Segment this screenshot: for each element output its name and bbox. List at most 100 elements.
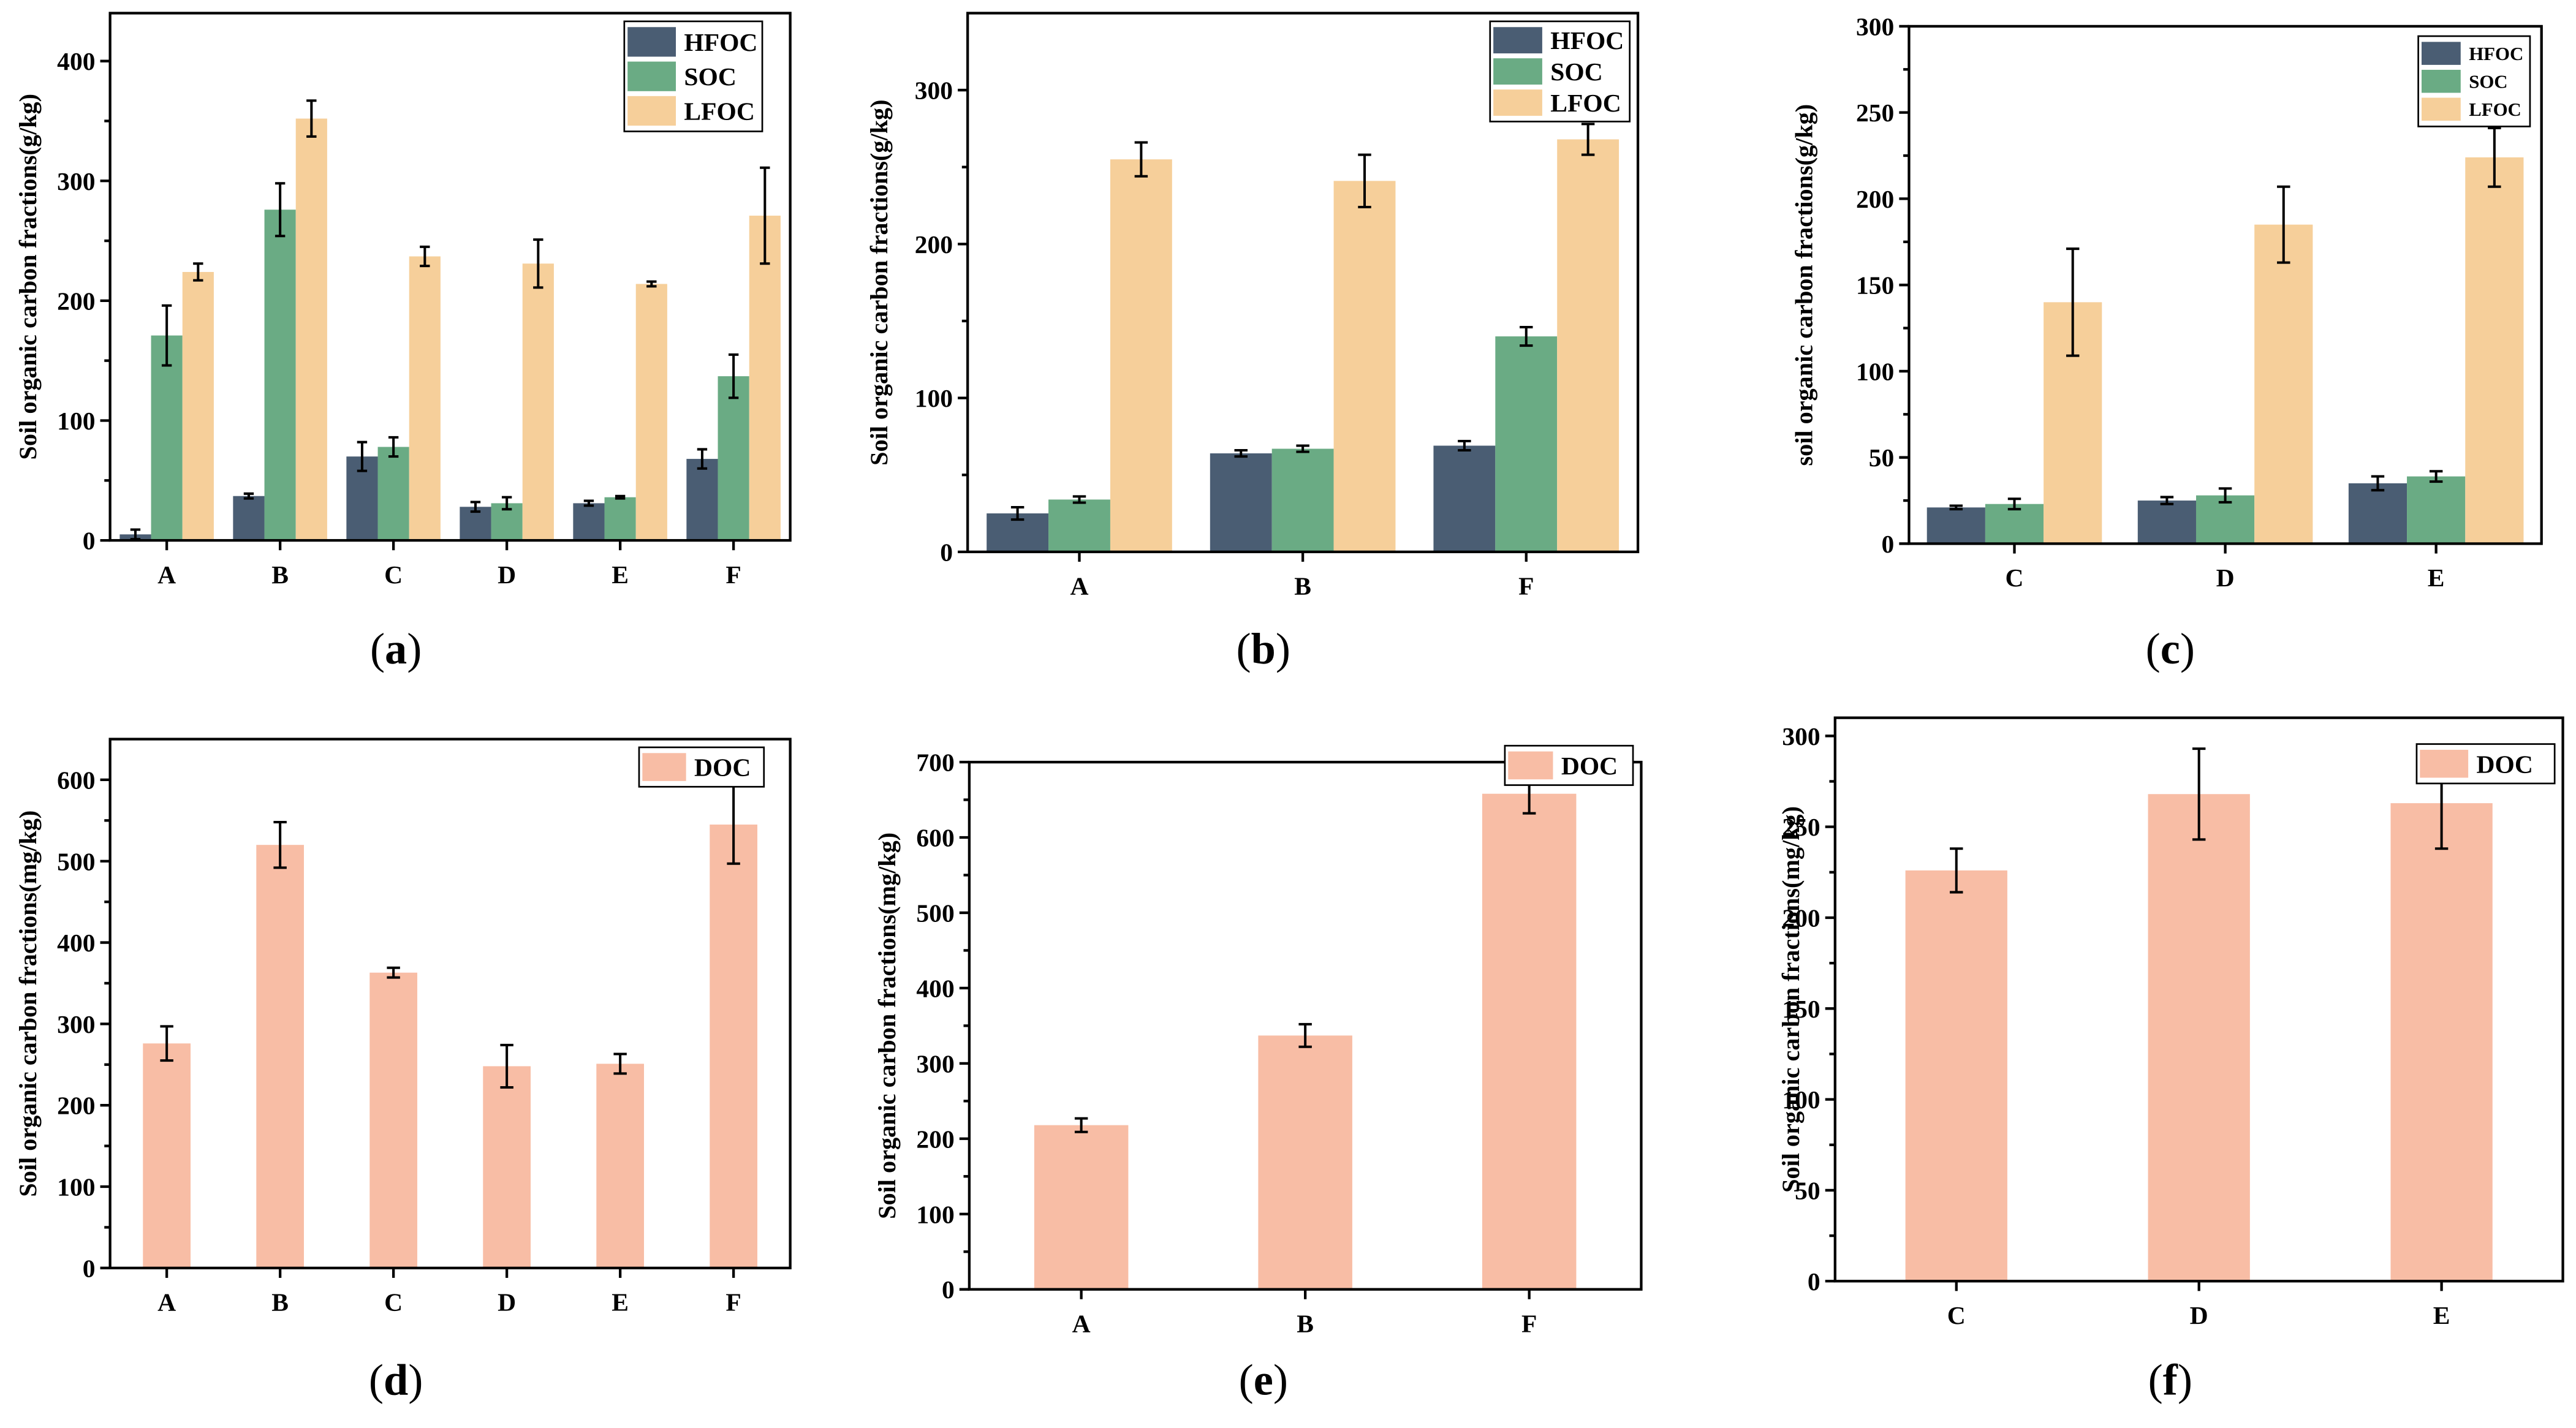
legend-label-HFOC: HFOC <box>1550 26 1624 55</box>
panel-label-letter: b <box>1251 624 1276 673</box>
bar-SOC-F <box>718 376 749 541</box>
plot-frame <box>108 738 792 1269</box>
y-axis-title: Soil organic carbon fractions(mg/kg) <box>14 810 42 1197</box>
error-bar-SOC-B <box>275 182 286 238</box>
error-bar-LFOC-F <box>760 166 770 265</box>
panel-label-close: ) <box>1273 1354 1288 1404</box>
bar-DOC-B <box>1258 1035 1352 1290</box>
legend: HFOC SOC LFOC <box>2417 35 2531 127</box>
bar-HFOC-C <box>1926 507 1985 544</box>
y-tick-label: 0 <box>83 527 96 555</box>
panel-label-letter: e <box>1254 1354 1273 1404</box>
x-tick-label: C <box>2005 564 2023 592</box>
chart-panel-a: 0 100 200 300 400 A B C D E F Soil organic carbon f… <box>14 12 792 673</box>
legend-swatch-HFOC <box>627 27 676 57</box>
y-tick-label: 600 <box>57 766 95 794</box>
bar-LFOC-C <box>409 256 441 541</box>
error-bar-DOC-D <box>500 1043 513 1089</box>
bar-LFOC-F <box>749 216 781 541</box>
legend-label-HFOC: HFOC <box>2469 43 2523 64</box>
x-tick-label: C <box>384 1288 403 1317</box>
y-tick-label: 0 <box>1882 530 1895 558</box>
bar-DOC-B <box>256 845 304 1268</box>
plot-frame <box>108 12 792 542</box>
y-tick-label: 300 <box>915 77 953 105</box>
legend-swatch-LFOC <box>2421 97 2461 121</box>
error-bar-DOC-B <box>273 820 287 869</box>
error-bar-SOC-C <box>388 436 399 458</box>
x-tick-label: B <box>271 561 289 589</box>
y-tick-label: 100 <box>915 384 953 412</box>
y-tick-label: 200 <box>916 1125 954 1153</box>
error-bar-HFOC-C <box>1949 504 1963 511</box>
x-tick-label: F <box>725 561 741 589</box>
bar-SOC-E <box>604 497 636 541</box>
bar-HFOC-E <box>2348 483 2407 544</box>
error-bar-HFOC-D <box>470 501 481 513</box>
y-axis-title: Soil organic carbon fractions(mg/kg) <box>873 833 901 1219</box>
y-tick-label: 300 <box>1782 722 1820 750</box>
error-bar-HFOC-B <box>243 492 254 500</box>
y-tick-label: 200 <box>915 230 953 259</box>
error-bar-LFOC-D <box>2277 185 2290 264</box>
error-bar-DOC-B <box>1298 1022 1312 1048</box>
x-tick-label: F <box>1518 572 1534 600</box>
bar-LFOC-D <box>2254 224 2313 544</box>
panel-label-letter: f <box>2163 1354 2178 1404</box>
y-tick-label: 500 <box>57 847 95 875</box>
legend-swatch-DOC <box>642 753 686 781</box>
legend-swatch-HFOC <box>2421 42 2461 65</box>
bar-LFOC-F <box>1557 139 1619 552</box>
error-bar-SOC-B <box>1296 444 1309 453</box>
x-tick-label: C <box>1947 1301 1966 1329</box>
error-bar-HFOC-E <box>583 499 594 507</box>
y-tick-label: 200 <box>57 1092 95 1120</box>
y-tick-label: 500 <box>916 899 954 927</box>
chart-panel-f: 0 50 100 150 200 250 300 C D E Soil organic carbon… <box>1777 716 2564 1404</box>
bar-LFOC-B <box>1333 181 1396 552</box>
bar-SOC-A <box>151 335 183 541</box>
panel-label: (c) <box>2146 624 2195 673</box>
bar-HFOC-B <box>1210 453 1272 552</box>
panel-label-close: ) <box>1276 624 1290 673</box>
error-bar-HFOC-A <box>1010 505 1025 521</box>
chart-panel-d: 0 100 200 300 400 500 600 A B C D E F Soil organic ca… <box>14 738 792 1404</box>
error-bar-HFOC-E <box>2371 475 2385 492</box>
y-tick-label: 250 <box>1782 813 1820 841</box>
panel-label-open: ( <box>1237 624 1251 673</box>
x-tick-label: C <box>384 561 403 589</box>
legend: HFOC SOC LFOC <box>623 20 763 132</box>
legend-label-SOC: SOC <box>684 62 736 91</box>
legend-label-DOC: DOC <box>694 754 751 782</box>
panel-label-letter: a <box>385 624 407 673</box>
panel-label-open: ( <box>369 1354 384 1404</box>
panel-label-close: ) <box>408 1354 423 1404</box>
y-tick-label: 100 <box>1782 1086 1820 1114</box>
panel-label-open: ( <box>2148 1354 2163 1404</box>
y-tick-label: 700 <box>916 749 954 777</box>
chart-panel-b: 0 100 200 300 A B F Soil organic carbon fractio… <box>865 12 1640 673</box>
y-tick-label: 50 <box>1869 444 1895 472</box>
bar-LFOC-E <box>2465 157 2524 544</box>
error-bar-LFOC-A <box>193 262 203 282</box>
error-bar-DOC-A <box>1074 1117 1088 1133</box>
x-tick-label: D <box>498 1288 516 1317</box>
x-tick-label: A <box>1072 1309 1091 1337</box>
error-bar-SOC-E <box>615 494 626 500</box>
error-bar-LFOC-C <box>420 245 430 268</box>
x-tick-label: A <box>157 1288 176 1317</box>
panel-label-letter: c <box>2161 624 2180 673</box>
panel-label-close: ) <box>2178 1354 2192 1404</box>
legend: DOC <box>2415 743 2556 785</box>
error-bar-SOC-F <box>1520 326 1533 347</box>
bar-DOC-C <box>369 972 417 1268</box>
panel-label-open: ( <box>2146 624 2161 673</box>
y-tick-label: 0 <box>942 1275 955 1304</box>
chart-panel-e: 0 100 200 300 400 500 600 700 A B F Soil organic ca… <box>873 744 1643 1404</box>
x-tick-label: E <box>2428 564 2445 592</box>
error-bar-LFOC-A <box>1134 141 1148 178</box>
panel-label: (b) <box>1237 624 1290 673</box>
error-bar-LFOC-D <box>533 238 544 289</box>
